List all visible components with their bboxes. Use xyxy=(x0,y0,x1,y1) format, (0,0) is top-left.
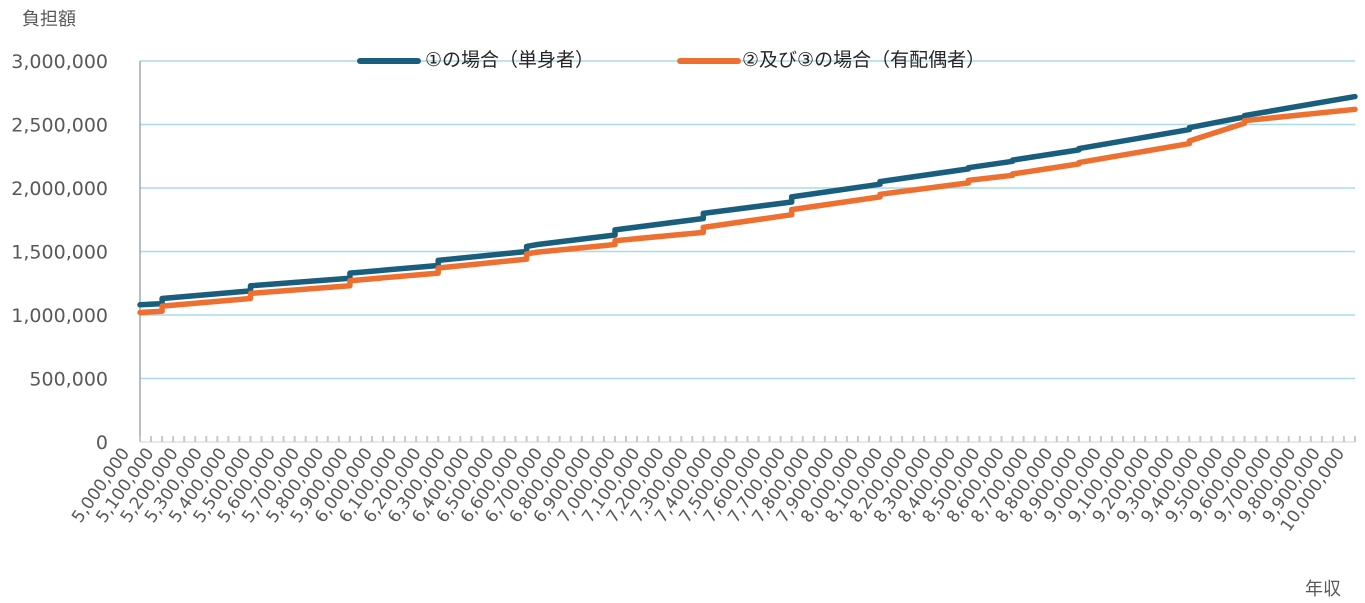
y-axis-title: 負担額 xyxy=(22,9,76,30)
axes xyxy=(139,61,1356,443)
legend-label-married: ②及び③の場合（有配偶者） xyxy=(742,49,985,71)
y-tick-label: 500,000 xyxy=(29,369,108,391)
y-tick-label: 1,500,000 xyxy=(11,242,108,264)
y-tick-labels: 3,000,000 2,500,000 2,000,000 1,500,000 1,00… xyxy=(11,51,108,454)
y-tick-label: 3,000,000 xyxy=(11,51,108,73)
y-tick-label: 2,000,000 xyxy=(11,178,108,200)
x-tick-labels: 5,000,0005,100,0005,200,0005,300,0005,40… xyxy=(68,444,1349,535)
series-line-married xyxy=(137,106,1358,316)
y-tick-label: 2,500,000 xyxy=(11,115,108,137)
gridlines xyxy=(140,60,1355,380)
y-tick-label: 0 xyxy=(96,432,108,454)
legend: ①の場合（単身者） ②及び③の場合（有配偶者） xyxy=(357,49,985,71)
y-tick-label: 1,000,000 xyxy=(11,305,108,327)
series-lines xyxy=(137,93,1358,316)
series-line-single xyxy=(137,93,1358,308)
x-axis-title: 年収 xyxy=(1305,579,1341,600)
legend-label-single: ①の場合（単身者） xyxy=(425,49,594,71)
